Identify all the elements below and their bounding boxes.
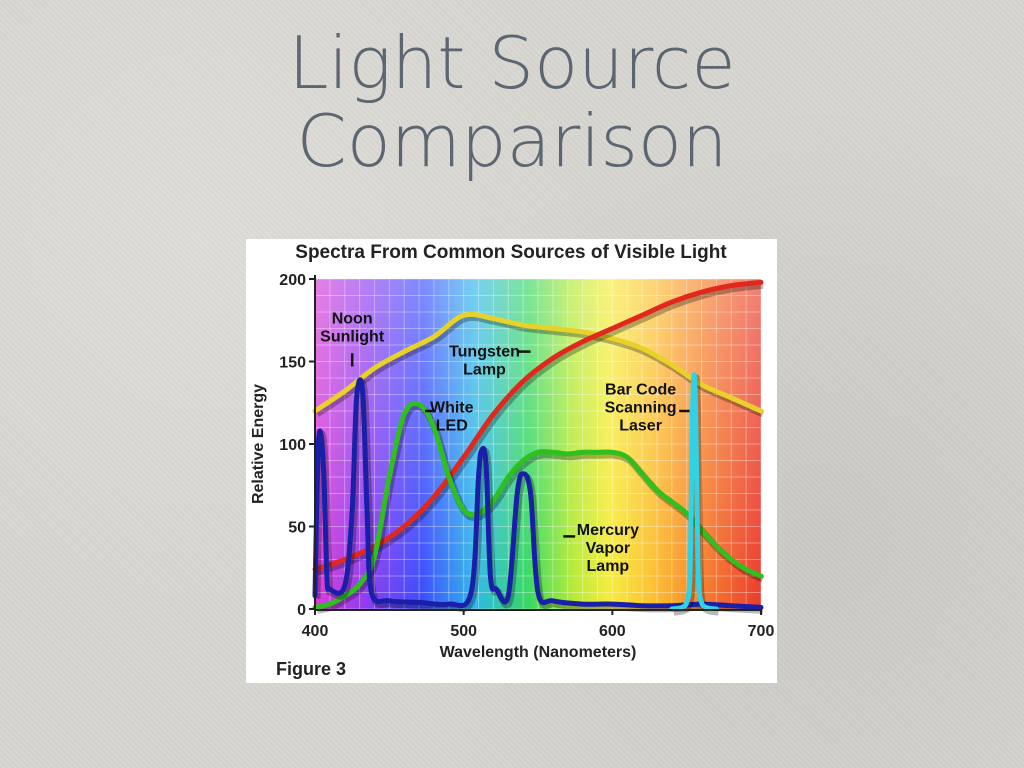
x-axis-label: Wavelength (Nanometers) <box>440 644 637 661</box>
series-label-line: Sunlight <box>320 329 385 346</box>
y-tick-label: 200 <box>279 272 306 289</box>
slide-title: Light Source Comparison <box>0 24 1024 180</box>
series-line-tungsten-lamp <box>312 279 764 572</box>
y-tick-label: 50 <box>288 520 306 537</box>
series-label-line: Noon <box>332 311 373 328</box>
series-labels: NoonSunlightTungstenLampWhiteLEDMercuryV… <box>320 311 690 575</box>
series-label-line: Mercury <box>577 522 639 539</box>
series-label-line: Scanning <box>605 400 677 417</box>
spectra-chart: Spectra From Common Sources of Visible L… <box>250 242 774 679</box>
series-label-line: LED <box>436 418 468 435</box>
y-tick-label: 150 <box>279 355 306 372</box>
y-axis-label: Relative Energy <box>250 384 267 504</box>
figure-card: Spectra From Common Sources of Visible L… <box>246 239 777 683</box>
plot-highlight <box>315 279 761 609</box>
series-layer <box>312 279 765 616</box>
series-line-noon-sunlight <box>312 311 764 414</box>
x-tick-label: 600 <box>599 623 626 640</box>
series-line-bar-code-scanning-laser <box>669 372 719 612</box>
series-label-line: Lamp <box>463 362 506 379</box>
chart-title: Spectra From Common Sources of Visible L… <box>295 242 727 263</box>
series-label-line: Laser <box>619 418 662 435</box>
figure-caption: Figure 3 <box>276 659 346 679</box>
series-label-line: Lamp <box>587 558 630 575</box>
x-tick-label: 700 <box>748 623 775 640</box>
slide-title-line-1: Light Source <box>288 21 736 105</box>
plot-background <box>315 279 761 609</box>
slide-title-line-2: Comparison <box>296 99 728 183</box>
x-tick-label: 500 <box>450 623 477 640</box>
series-shadow-tungsten-lamp <box>315 281 764 576</box>
y-tick-label: 100 <box>279 437 306 454</box>
series-label-line: Tungsten <box>449 344 520 361</box>
axes: 0 50 100 150 200 400 500 600 700 <box>279 272 774 640</box>
series-label-line: White <box>430 400 474 417</box>
series-line-mercury-vapor-lamp <box>312 377 764 610</box>
series-label-line: Bar Code <box>605 382 676 399</box>
series-label-line: Vapor <box>586 540 630 557</box>
x-tick-label: 400 <box>302 623 329 640</box>
y-tick-label: 0 <box>297 602 306 619</box>
series-line-white-led <box>312 400 764 610</box>
